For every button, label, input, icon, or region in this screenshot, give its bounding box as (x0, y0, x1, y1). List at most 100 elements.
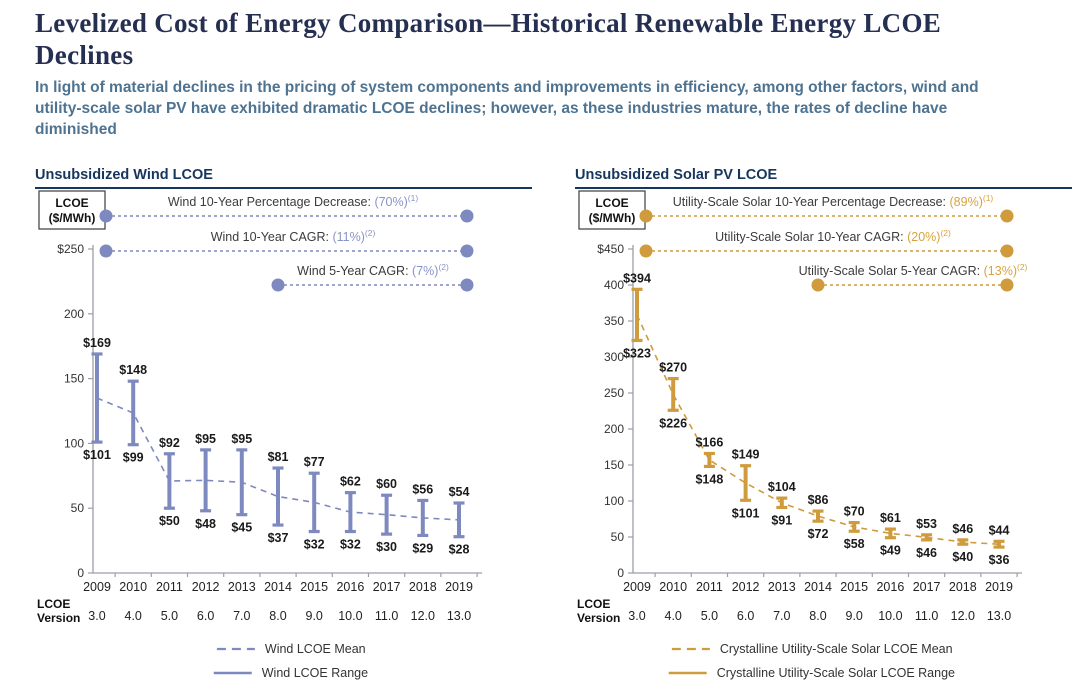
lcoe-version-label: Version (37, 611, 80, 625)
page-header: Levelized Cost of Energy Comparison—Hist… (0, 0, 1060, 141)
lcoe-mean-line (96, 397, 460, 521)
range-high-label: $149 (732, 448, 760, 462)
lcoe-version-value: 10.0 (878, 609, 902, 623)
range-low-label: $37 (268, 531, 289, 545)
lcoe-version-label: LCOE (37, 597, 70, 611)
page-title: Levelized Cost of Energy Comparison—Hist… (35, 8, 942, 70)
range-high-label: $394 (623, 271, 651, 285)
range-high-label: $77 (304, 455, 325, 469)
range-low-label: $72 (808, 527, 829, 541)
y-tick-label: 200 (604, 422, 624, 436)
lcoe-version-value: 8.0 (269, 609, 286, 623)
range-low-label: $36 (989, 553, 1010, 567)
y-tick-label: 200 (64, 307, 84, 321)
x-tick-label: 2013 (768, 580, 796, 594)
range-high-label: $166 (695, 435, 723, 449)
range-low-label: $32 (340, 537, 361, 551)
range-low-label: $40 (952, 550, 973, 564)
lcoe-version-value: 4.0 (125, 609, 142, 623)
y-tick-label: 0 (77, 566, 84, 580)
y-tick-label: 100 (64, 436, 84, 450)
lcoe-version-value: 3.0 (88, 609, 105, 623)
annotation-dot (1000, 244, 1014, 258)
y-tick-label: 50 (71, 501, 85, 515)
x-tick-label: 2015 (300, 580, 328, 594)
range-low-label: $28 (449, 543, 470, 557)
x-tick-label: 2009 (83, 580, 111, 594)
x-tick-label: 2012 (732, 580, 760, 594)
y-tick-label: 50 (611, 530, 625, 544)
y-axis-unit-label: ($/MWh) (49, 211, 96, 225)
lcoe-version-value: 11.0 (915, 609, 938, 623)
y-tick-label: 350 (604, 314, 624, 328)
range-high-label: $53 (916, 517, 937, 531)
x-tick-label: 2018 (409, 580, 437, 594)
wind-lcoe-chart: LCOE($/MWh)Wind 10-Year Percentage Decre… (37, 190, 482, 680)
range-low-label: $226 (659, 416, 687, 430)
x-tick-label: 2015 (840, 580, 868, 594)
range-low-label: $32 (304, 537, 325, 551)
lcoe-version-value: 5.0 (161, 609, 178, 623)
y-tick-label: 150 (604, 458, 624, 472)
legend-mean-label: Crystalline Utility-Scale Solar LCOE Mea… (720, 642, 953, 656)
annotation-label: Wind 5-Year CAGR: (7%)(2) (297, 262, 449, 278)
range-high-label: $169 (83, 336, 111, 350)
annotation-dot (811, 278, 825, 292)
range-high-label: $62 (340, 475, 361, 489)
y-tick-label: 100 (604, 494, 624, 508)
lcoe-version-value: 9.0 (846, 609, 863, 623)
y-axis-unit-box (38, 190, 106, 230)
range-high-label: $95 (195, 432, 216, 446)
charts-container: Unsubsidized Wind LCOE LCOE ($/MWh) Wind 1… (35, 167, 1075, 687)
annotation-label: Utility-Scale Solar 5-Year CAGR: (13%)(2… (799, 262, 1028, 278)
lcoe-version-value: 4.0 (665, 609, 682, 623)
annotation-dot (460, 278, 474, 292)
range-high-label: $61 (880, 511, 901, 525)
range-low-label: $46 (916, 546, 937, 560)
x-tick-label: 2018 (949, 580, 977, 594)
solar-panel-title: Unsubsidized Solar PV LCOE (575, 167, 1072, 189)
annotation-dot (460, 209, 474, 223)
lcoe-version-label: LCOE (577, 597, 610, 611)
y-tick-label: 150 (64, 372, 84, 386)
x-tick-label: 2017 (373, 580, 401, 594)
lcoe-version-value: 7.0 (773, 609, 790, 623)
range-high-label: $148 (119, 363, 147, 377)
lcoe-version-value: 12.0 (951, 609, 975, 623)
range-low-label: $30 (376, 540, 397, 554)
annotation-dot (1000, 209, 1014, 223)
wind-lcoe-panel: Unsubsidized Wind LCOE LCOE ($/MWh) Wind 1… (35, 167, 532, 687)
range-low-label: $45 (231, 521, 252, 535)
lcoe-version-value: 13.0 (987, 609, 1011, 623)
wind-panel-title: Unsubsidized Wind LCOE (35, 167, 532, 189)
lcoe-version-value: 3.0 (628, 609, 645, 623)
page-subtitle: In light of material declines in the pri… (35, 79, 979, 138)
range-low-label: $91 (771, 513, 792, 527)
range-high-label: $270 (659, 361, 687, 375)
range-high-label: $54 (449, 485, 470, 499)
y-axis-unit-label: LCOE (55, 196, 88, 210)
range-high-label: $104 (768, 480, 796, 494)
range-low-label: $48 (195, 517, 216, 531)
x-tick-label: 2011 (696, 580, 723, 594)
lcoe-version-value: 7.0 (233, 609, 250, 623)
annotation-label: Wind 10-Year Percentage Decrease: (70%)(… (168, 193, 419, 209)
annotation-dot (271, 278, 285, 292)
range-high-label: $95 (231, 432, 252, 446)
range-low-label: $99 (123, 451, 144, 465)
annotation-label: Wind 10-Year CAGR: (11%)(2) (211, 228, 376, 244)
lcoe-version-value: 6.0 (737, 609, 754, 623)
y-axis-unit-label: LCOE (595, 196, 628, 210)
annotation-label: Utility-Scale Solar 10-Year CAGR: (20%)(… (715, 228, 951, 244)
lcoe-mean-line (636, 314, 1000, 545)
range-low-label: $101 (732, 506, 760, 520)
y-tick-label: 300 (604, 350, 624, 364)
lcoe-version-value: 11.0 (375, 609, 398, 623)
lcoe-version-value: 5.0 (701, 609, 718, 623)
range-high-label: $86 (808, 493, 829, 507)
lcoe-version-value: 9.0 (306, 609, 323, 623)
lcoe-version-value: 6.0 (197, 609, 214, 623)
lcoe-version-value: 10.0 (338, 609, 362, 623)
range-high-label: $44 (989, 523, 1010, 537)
range-low-label: $323 (623, 346, 651, 360)
